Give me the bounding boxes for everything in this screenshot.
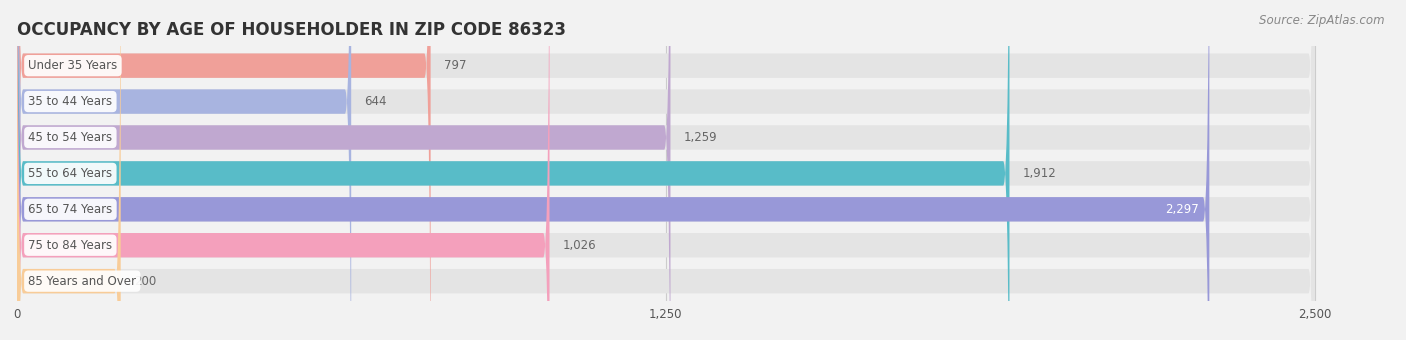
Text: 644: 644 xyxy=(364,95,387,108)
Text: Source: ZipAtlas.com: Source: ZipAtlas.com xyxy=(1260,14,1385,27)
Text: 75 to 84 Years: 75 to 84 Years xyxy=(28,239,112,252)
Text: 65 to 74 Years: 65 to 74 Years xyxy=(28,203,112,216)
Text: 200: 200 xyxy=(134,275,156,288)
Text: 1,912: 1,912 xyxy=(1022,167,1056,180)
Text: 2,297: 2,297 xyxy=(1166,203,1199,216)
FancyBboxPatch shape xyxy=(17,0,1315,340)
Text: Under 35 Years: Under 35 Years xyxy=(28,59,118,72)
FancyBboxPatch shape xyxy=(17,0,1010,340)
Text: 45 to 54 Years: 45 to 54 Years xyxy=(28,131,112,144)
Text: 55 to 64 Years: 55 to 64 Years xyxy=(28,167,112,180)
FancyBboxPatch shape xyxy=(17,0,671,340)
FancyBboxPatch shape xyxy=(17,0,1315,340)
Text: 85 Years and Over: 85 Years and Over xyxy=(28,275,136,288)
FancyBboxPatch shape xyxy=(17,0,1315,340)
Text: 1,259: 1,259 xyxy=(683,131,717,144)
FancyBboxPatch shape xyxy=(17,0,1315,340)
FancyBboxPatch shape xyxy=(17,0,550,340)
FancyBboxPatch shape xyxy=(17,0,430,340)
Text: 1,026: 1,026 xyxy=(562,239,596,252)
FancyBboxPatch shape xyxy=(17,0,1315,340)
FancyBboxPatch shape xyxy=(17,0,121,340)
Text: OCCUPANCY BY AGE OF HOUSEHOLDER IN ZIP CODE 86323: OCCUPANCY BY AGE OF HOUSEHOLDER IN ZIP C… xyxy=(17,21,565,39)
FancyBboxPatch shape xyxy=(17,0,352,340)
FancyBboxPatch shape xyxy=(17,0,1209,340)
FancyBboxPatch shape xyxy=(17,0,1315,340)
FancyBboxPatch shape xyxy=(17,0,1315,340)
Text: 35 to 44 Years: 35 to 44 Years xyxy=(28,95,112,108)
Text: 797: 797 xyxy=(444,59,467,72)
